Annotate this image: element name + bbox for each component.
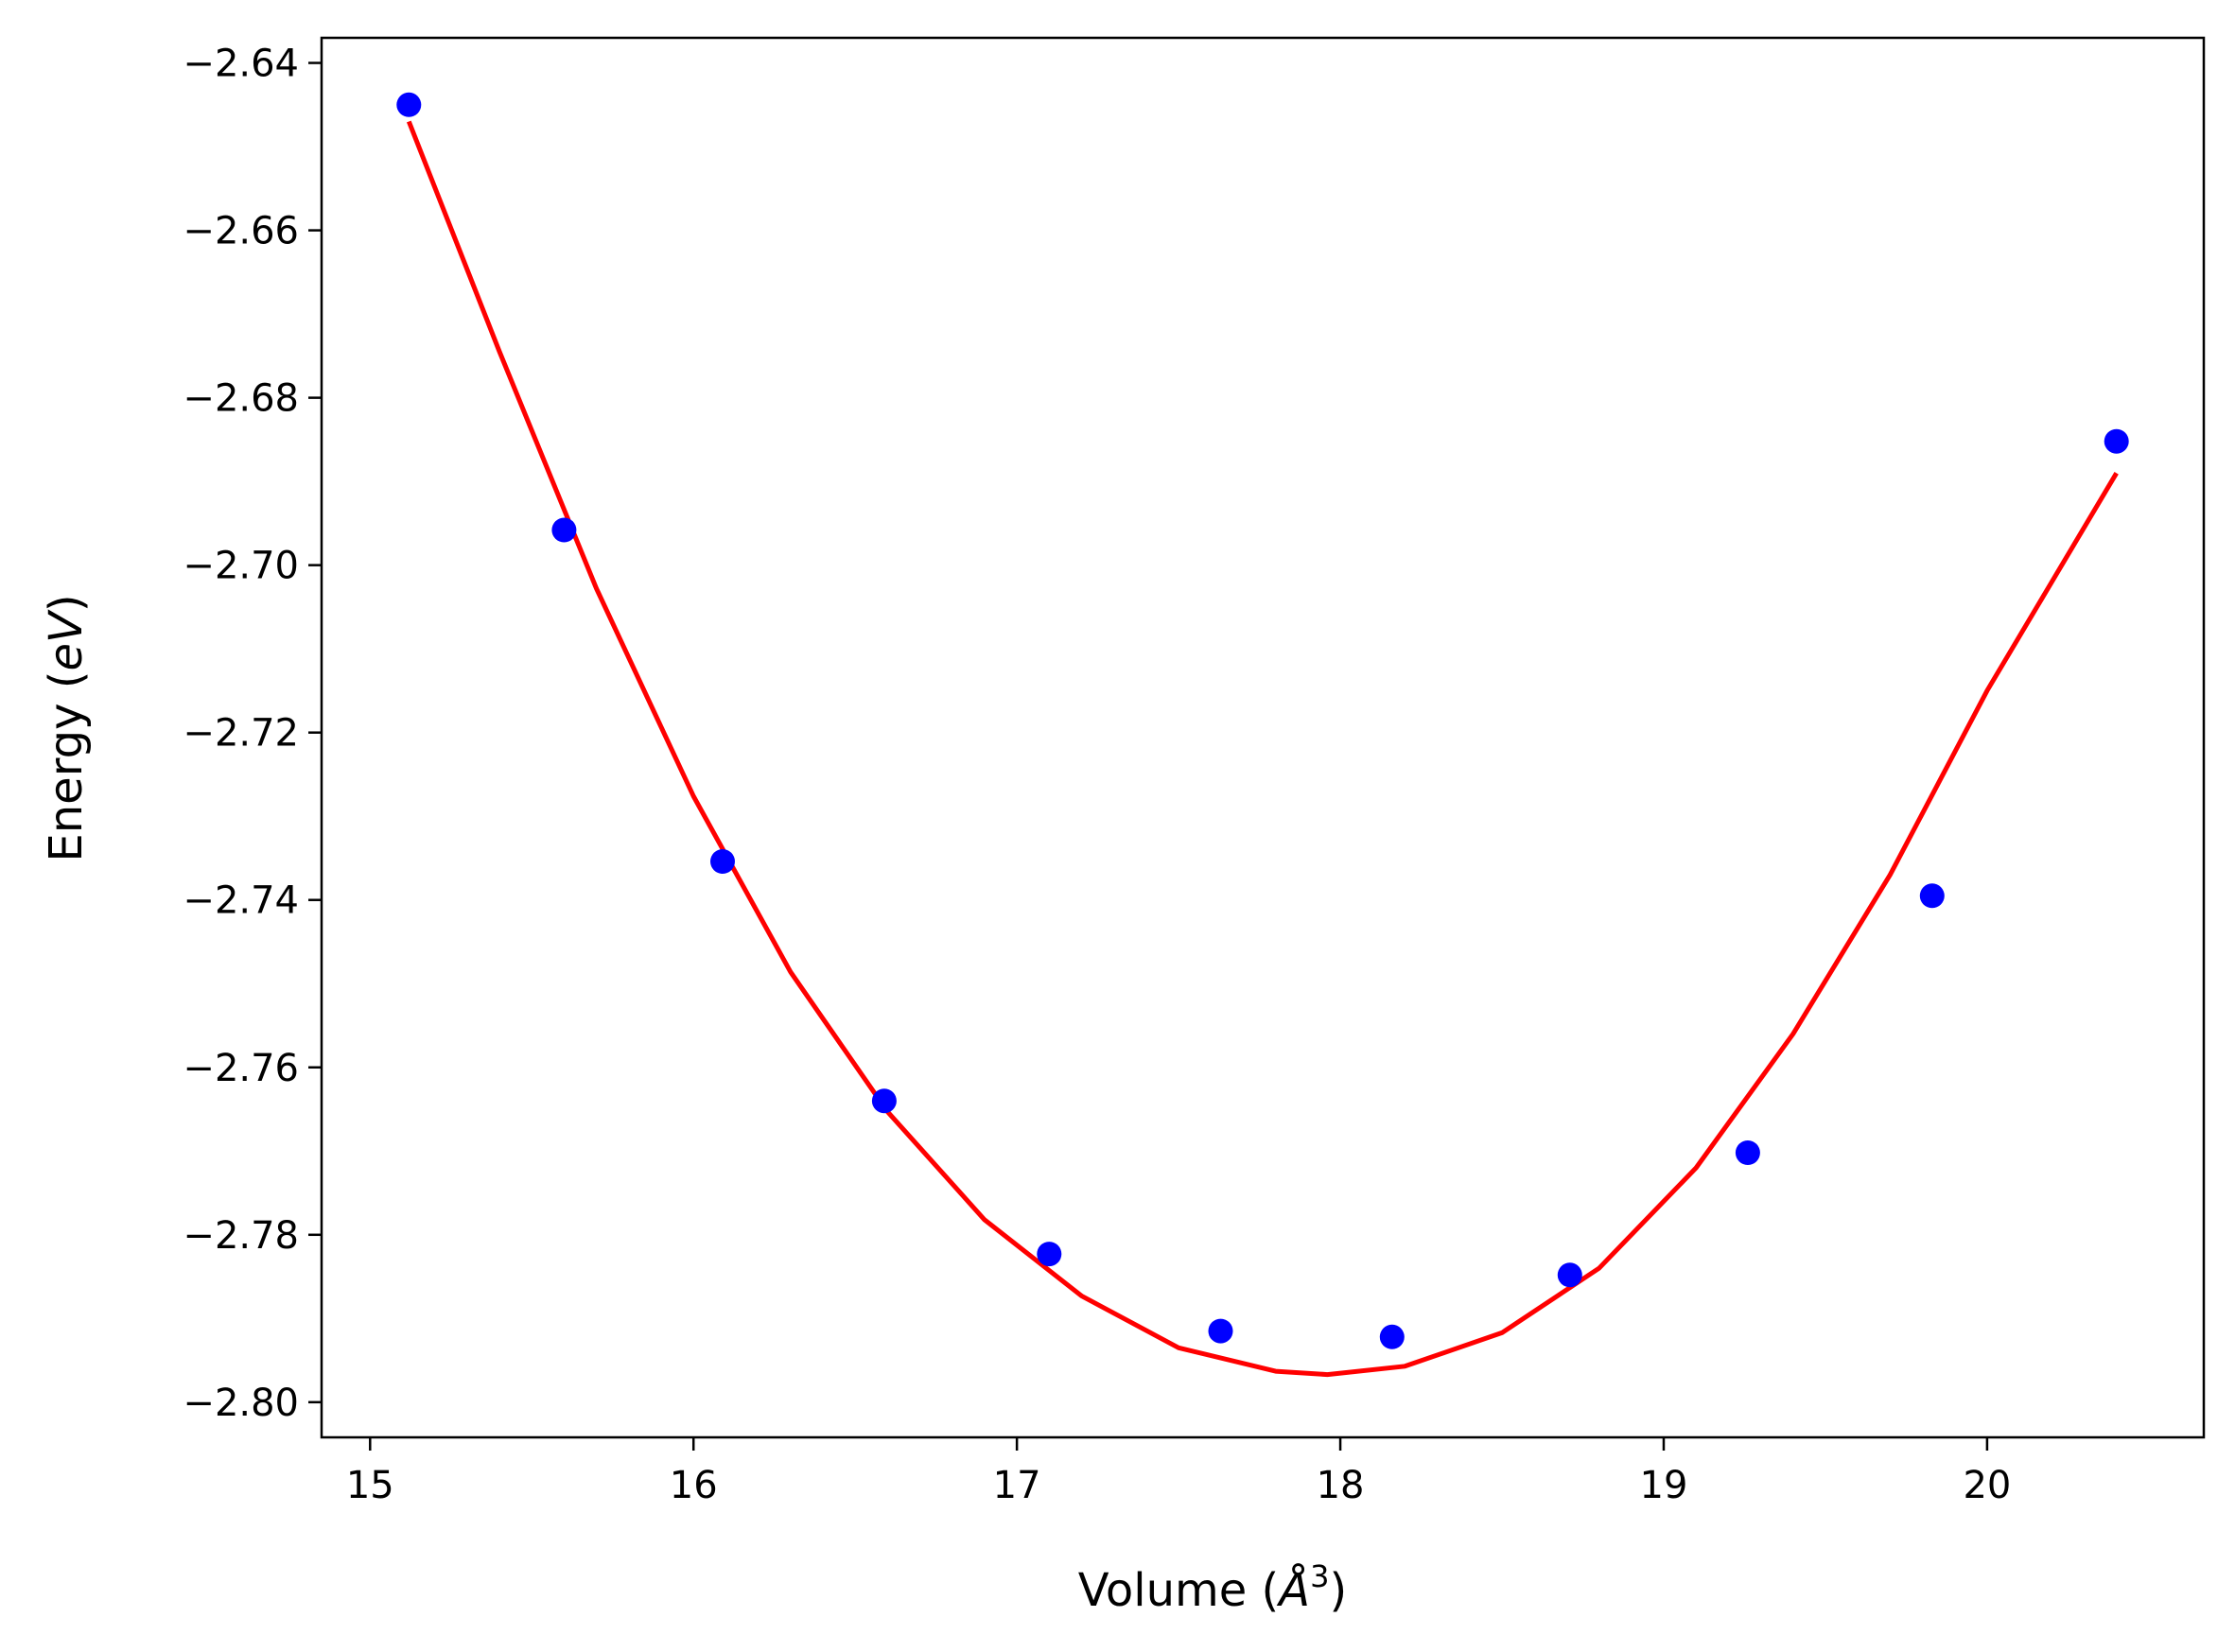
x-tick-label: 16: [670, 1464, 718, 1507]
fit-curve-layer: [406, 120, 2119, 1378]
y-tick-label: −2.72: [183, 712, 299, 756]
y-tick-label: −2.70: [183, 545, 299, 588]
y-tick-label: −2.68: [183, 377, 299, 421]
x-tick-label: 19: [1640, 1464, 1688, 1507]
y-tick-label: −2.64: [183, 43, 299, 86]
x-axis-label-unit: Å: [1276, 1563, 1310, 1617]
plot-frame: [320, 36, 2206, 1439]
data-point: [396, 92, 422, 117]
y-axis-label-close: ): [40, 594, 93, 612]
y-tick-label: −2.74: [183, 879, 299, 923]
x-tick-label: 18: [1317, 1464, 1365, 1507]
x-axis-label: Volume (Å3): [1078, 1558, 1347, 1617]
y-axis-label-text: Energy (: [40, 671, 93, 862]
x-axis-label-text: Volume (: [1078, 1564, 1280, 1617]
data-point: [871, 1088, 897, 1114]
data-point: [1379, 1324, 1405, 1349]
y-tick-label: −2.76: [183, 1047, 299, 1090]
y-tick-label: −2.66: [183, 210, 299, 253]
y-axis-label-unit: eV: [40, 609, 93, 671]
x-axis-label-power: 3: [1310, 1558, 1329, 1594]
y-tick-label: −2.80: [183, 1382, 299, 1425]
data-point: [551, 517, 577, 543]
y-axis-ticks: −2.64 −2.66 −2.68 −2.70 −2.72 −2.74 −2.76 −2.78…: [183, 43, 322, 1425]
data-points-layer: [396, 92, 2129, 1349]
data-point: [1037, 1242, 1062, 1267]
x-tick-label: 20: [1963, 1464, 2011, 1507]
data-point: [1735, 1140, 1760, 1165]
y-tick-label: −2.78: [183, 1214, 299, 1258]
data-point: [1208, 1318, 1233, 1344]
x-axis-ticks: 15 16 17 18 19 20: [346, 1437, 2011, 1507]
data-point: [710, 849, 735, 874]
x-tick-label: 17: [993, 1464, 1041, 1507]
data-point: [1557, 1262, 1582, 1288]
fit-curve: [406, 120, 2119, 1378]
y-axis-label: Energy (eV): [40, 594, 93, 861]
data-point: [2104, 428, 2129, 454]
x-tick-label: 15: [346, 1464, 394, 1507]
data-point: [1919, 883, 1945, 909]
x-axis-label-close: ): [1329, 1564, 1347, 1617]
